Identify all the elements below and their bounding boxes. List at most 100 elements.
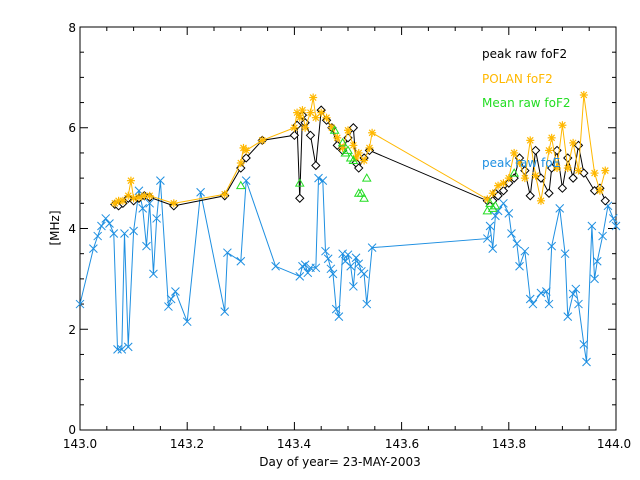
y-tick-label: 8	[68, 21, 76, 35]
data-point-peak-raw-foe	[590, 274, 599, 284]
data-point-peak-raw-fof2	[525, 191, 535, 201]
data-point-peak-raw-foe	[485, 221, 495, 231]
data-point-peak-raw-foe	[346, 261, 356, 271]
data-point-polan-fof2	[126, 176, 135, 185]
data-point-peak-raw-foe	[318, 176, 328, 185]
data-point-peak-raw-foe	[138, 203, 148, 213]
data-point-peak-raw-foe	[359, 269, 369, 279]
data-point-polan-fof2	[595, 186, 604, 195]
data-point-peak-raw-foe	[142, 241, 151, 251]
y-tick-label: 0	[68, 423, 76, 437]
data-point-peak-raw-foe	[343, 250, 353, 260]
data-point-peak-raw-foe	[321, 246, 330, 256]
data-point-polan-fof2	[306, 108, 315, 117]
data-point-peak-raw-fof2	[354, 163, 364, 173]
data-point-polan-fof2	[236, 159, 245, 168]
data-point-peak-raw-foe	[528, 299, 538, 309]
data-point-peak-raw-foe	[354, 259, 364, 269]
data-point-mean-raw-fof2	[329, 125, 340, 134]
data-point-mean-raw-fof2	[294, 178, 305, 187]
data-point-polan-fof2	[322, 113, 331, 122]
data-point-peak-raw-foe	[544, 299, 554, 309]
data-point-polan-fof2	[558, 121, 567, 130]
x-tick-label: 143.0	[63, 437, 97, 451]
data-point-peak-raw-foe	[541, 287, 551, 296]
data-point-polan-fof2	[531, 171, 540, 180]
data-point-peak-raw-foe	[536, 288, 546, 298]
data-point-mean-raw-fof2	[509, 168, 520, 177]
data-point-peak-raw-foe	[314, 173, 323, 183]
data-point-peak-raw-fof2	[311, 160, 321, 171]
series-mean-raw-fof2	[235, 125, 520, 215]
data-point-polan-fof2	[547, 133, 556, 142]
data-point-polan-fof2	[354, 148, 363, 157]
data-point-mean-raw-fof2	[235, 180, 246, 190]
data-point-peak-raw-foe	[334, 312, 344, 322]
data-point-peak-raw-fof2	[504, 178, 514, 188]
data-point-mean-raw-fof2	[490, 200, 501, 210]
data-point-polan-fof2	[510, 148, 519, 157]
data-point-polan-fof2	[333, 133, 342, 142]
data-point-peak-raw-foe	[271, 261, 280, 271]
data-point-polan-fof2	[520, 174, 529, 183]
data-point-polan-fof2	[590, 169, 599, 178]
data-point-peak-raw-foe	[582, 357, 591, 367]
data-point-peak-raw-foe	[295, 272, 305, 281]
data-point-peak-raw-fof2	[568, 173, 578, 183]
data-point-polan-fof2	[365, 143, 374, 152]
data-point-mean-raw-fof2	[487, 203, 498, 212]
data-point-peak-raw-foe	[555, 203, 565, 213]
data-point-polan-fof2	[579, 91, 588, 100]
data-point-polan-fof2	[258, 136, 267, 145]
data-point-polan-fof2	[349, 141, 358, 150]
y-tick-label: 2	[68, 323, 76, 337]
data-point-peak-raw-foe	[182, 317, 192, 327]
data-point-peak-raw-foe	[608, 214, 618, 223]
data-point-peak-raw-fof2	[241, 153, 251, 163]
data-point-peak-raw-foe	[367, 243, 377, 252]
data-point-peak-raw-foe	[171, 287, 180, 296]
data-point-peak-raw-foe	[166, 294, 176, 304]
data-point-polan-fof2	[317, 108, 326, 117]
data-point-peak-raw-foe	[241, 176, 251, 185]
data-point-mean-raw-fof2	[340, 147, 351, 157]
data-point-mean-raw-fof2	[485, 198, 495, 207]
x-axis-title: Day of year= 23-MAY-2003	[259, 455, 421, 469]
data-point-peak-raw-foe	[311, 263, 321, 273]
data-point-peak-raw-foe	[120, 229, 129, 238]
data-point-peak-raw-foe	[101, 214, 111, 223]
data-point-peak-raw-fof2	[546, 163, 557, 173]
y-axis-title: [MHz]	[48, 210, 62, 245]
data-point-polan-fof2	[129, 194, 138, 203]
data-point-mean-raw-fof2	[343, 145, 353, 154]
data-point-polan-fof2	[311, 113, 320, 122]
data-point-peak-raw-foe	[488, 244, 498, 254]
legend: peak raw foF2 POLAN foF2 Mean raw foF2 p…	[482, 47, 571, 170]
data-point-peak-raw-foe	[93, 231, 103, 241]
data-point-peak-raw-foe	[504, 209, 514, 218]
data-point-polan-fof2	[569, 138, 578, 147]
data-point-peak-raw-foe	[323, 254, 333, 264]
data-point-polan-fof2	[368, 128, 377, 137]
data-point-peak-raw-foe	[328, 269, 338, 279]
y-tick-label: 6	[68, 121, 76, 135]
data-point-peak-raw-foe	[152, 214, 162, 223]
data-point-peak-raw-foe	[351, 253, 361, 263]
data-point-peak-raw-foe	[129, 226, 138, 236]
data-point-peak-raw-foe	[123, 342, 133, 352]
data-point-peak-raw-foe	[236, 256, 246, 266]
data-point-peak-raw-foe	[592, 256, 602, 266]
data-point-peak-raw-foe	[196, 187, 205, 197]
x-tick-label: 143.4	[277, 437, 311, 451]
data-point-polan-fof2	[545, 146, 553, 155]
data-point-polan-fof2	[574, 166, 583, 175]
data-point-peak-raw-foe	[547, 241, 557, 251]
data-point-peak-raw-foe	[563, 312, 573, 322]
data-point-peak-raw-foe	[611, 221, 621, 231]
data-point-peak-raw-foe	[525, 294, 535, 304]
legend-polan-fof2: POLAN foF2	[482, 72, 553, 86]
data-point-peak-raw-foe	[491, 211, 500, 221]
data-point-peak-raw-foe	[587, 221, 597, 231]
data-point-polan-fof2	[327, 123, 336, 132]
